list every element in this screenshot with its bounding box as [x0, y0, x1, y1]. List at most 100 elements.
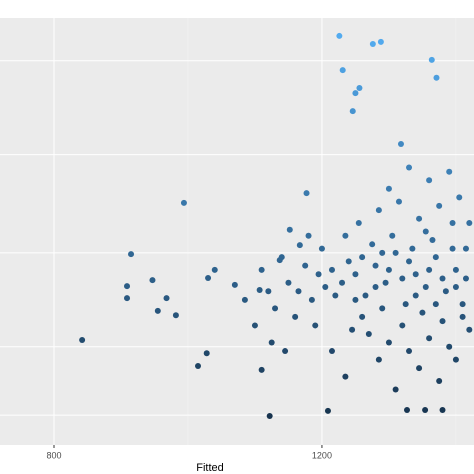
- point: [372, 284, 379, 291]
- point: [149, 277, 156, 284]
- point: [375, 207, 382, 214]
- point: [172, 312, 179, 319]
- point: [466, 326, 473, 333]
- point: [392, 386, 399, 393]
- point: [336, 32, 343, 39]
- point: [439, 406, 446, 413]
- point: [286, 226, 293, 233]
- point: [349, 108, 356, 115]
- point: [359, 254, 366, 261]
- point: [432, 301, 439, 308]
- point: [446, 343, 453, 350]
- point: [79, 336, 86, 343]
- point: [356, 85, 363, 92]
- point: [442, 288, 449, 295]
- point: [395, 198, 402, 205]
- point: [303, 190, 310, 197]
- point: [328, 348, 335, 355]
- point: [369, 41, 376, 48]
- point: [397, 140, 404, 147]
- point: [266, 412, 273, 419]
- point: [163, 295, 170, 302]
- point: [352, 271, 359, 278]
- point: [382, 279, 389, 286]
- point: [399, 275, 406, 282]
- point: [379, 249, 386, 256]
- point: [422, 406, 429, 413]
- point: [428, 56, 435, 63]
- point: [251, 322, 258, 329]
- point: [462, 245, 469, 252]
- point: [452, 356, 459, 363]
- point: [268, 339, 275, 346]
- point: [436, 202, 443, 209]
- point: [285, 279, 292, 286]
- point: [422, 228, 429, 235]
- point: [345, 258, 352, 265]
- point: [265, 288, 272, 295]
- point: [406, 348, 413, 355]
- point: [352, 296, 359, 303]
- point: [433, 74, 440, 81]
- point: [439, 318, 446, 325]
- point: [449, 219, 456, 226]
- point: [402, 301, 409, 308]
- point: [296, 242, 303, 249]
- point: [349, 326, 356, 333]
- point: [305, 232, 312, 239]
- point: [339, 67, 346, 74]
- point: [154, 307, 161, 314]
- point: [203, 350, 210, 357]
- point: [466, 219, 473, 226]
- point: [452, 284, 459, 291]
- point: [355, 219, 362, 226]
- point: [385, 339, 392, 346]
- point: [295, 288, 302, 295]
- point: [375, 356, 382, 363]
- point: [359, 313, 366, 320]
- point: [180, 199, 187, 206]
- point: [339, 279, 346, 286]
- point: [369, 241, 376, 248]
- point: [409, 245, 416, 252]
- point: [322, 284, 329, 291]
- point: [318, 245, 325, 252]
- point: [231, 281, 238, 288]
- point: [389, 232, 396, 239]
- point: [426, 335, 433, 342]
- point: [416, 365, 423, 372]
- point: [412, 292, 419, 299]
- point: [362, 292, 369, 299]
- point: [324, 407, 331, 414]
- point: [205, 275, 212, 282]
- point: [342, 373, 349, 380]
- point: [256, 286, 263, 293]
- point: [416, 215, 423, 222]
- point: [377, 38, 384, 45]
- point: [258, 366, 265, 373]
- point: [452, 266, 459, 273]
- point: [456, 194, 463, 201]
- point: [342, 232, 349, 239]
- point: [315, 271, 322, 278]
- panel: [0, 18, 474, 445]
- x-tick-label: 1200: [312, 450, 332, 460]
- point: [429, 237, 436, 244]
- point: [211, 266, 218, 273]
- point: [258, 266, 265, 273]
- point: [406, 258, 413, 265]
- point: [459, 301, 466, 308]
- point: [312, 322, 319, 329]
- point: [124, 295, 131, 302]
- point: [241, 296, 248, 303]
- point: [328, 266, 335, 273]
- point: [426, 177, 433, 184]
- point: [422, 284, 429, 291]
- point: [352, 90, 359, 97]
- point: [404, 406, 411, 413]
- point: [446, 168, 453, 175]
- point: [195, 363, 202, 370]
- point: [412, 271, 419, 278]
- point: [128, 251, 135, 258]
